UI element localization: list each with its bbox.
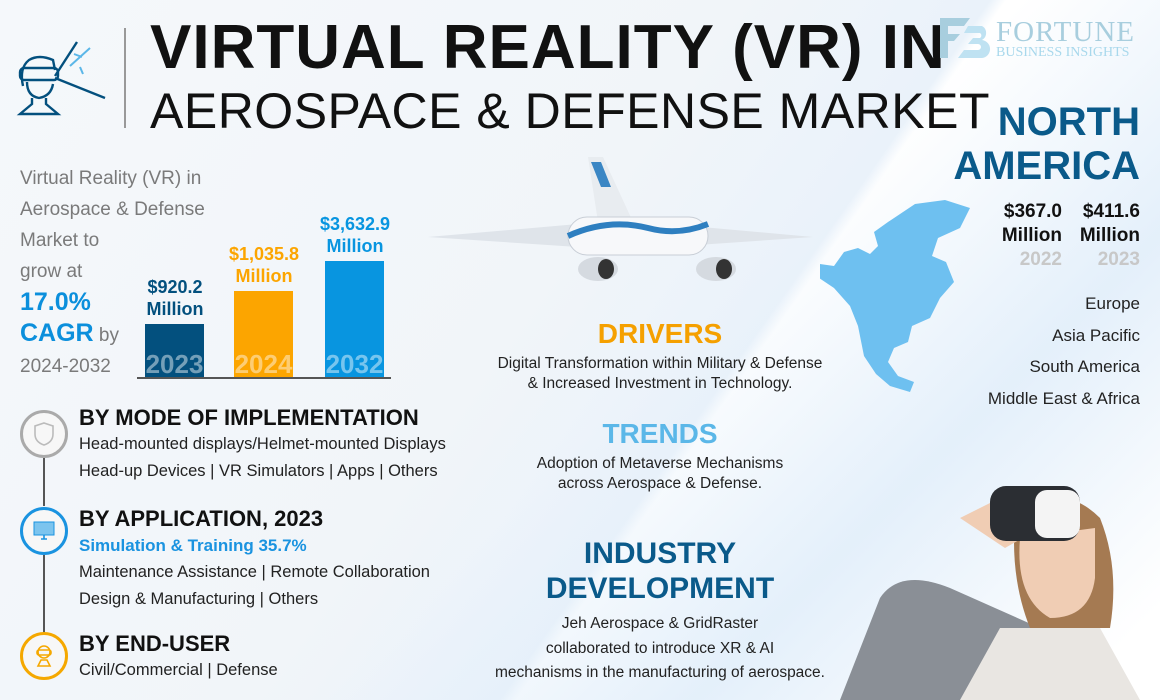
- drivers-line: & Increased Investment in Technology.: [527, 375, 793, 392]
- region-title: NORTH AMERICA: [953, 100, 1140, 188]
- drivers-line: Digital Transformation within Military &…: [497, 355, 823, 372]
- year: 2023: [1097, 249, 1140, 270]
- bar-value-label: $1,035.8 Million: [228, 244, 300, 286]
- segment-title: BY END-USER: [79, 631, 231, 656]
- intro-line: grow at: [20, 261, 83, 282]
- intro-line: Market to: [20, 230, 100, 251]
- segment-title: BY APPLICATION, 2023: [79, 506, 324, 531]
- title-line1: VIRTUAL REALITY (VR) IN: [150, 13, 946, 82]
- bar-year-label: 2032: [325, 349, 384, 379]
- industry-line: Jeh Aerospace & GridRaster: [561, 615, 759, 632]
- region-title-line: AMERICA: [953, 144, 1140, 188]
- chart-axis: [137, 377, 391, 379]
- bar-value-label: $3,632.9 Million: [319, 214, 391, 256]
- value: $411.6: [1082, 201, 1140, 222]
- vr-user-icon: [20, 632, 68, 680]
- fortune-logo: FORTUNE BUSINESS INSIGHTS: [940, 16, 1145, 60]
- region-item: South America: [1029, 357, 1140, 376]
- segment-line: Head-mounted displays/Helmet-mounted Dis…: [79, 435, 446, 453]
- unit: Million: [1001, 225, 1062, 246]
- segment-line: Civil/Commercial | Defense: [79, 661, 278, 679]
- trends-title: TRENDS: [602, 418, 718, 449]
- region-item: Middle East & Africa: [987, 388, 1140, 408]
- region-value-2022: $367.0 Million 2022: [1002, 200, 1062, 272]
- other-regions: Europe Asia Pacific South America Middle…: [988, 288, 1140, 414]
- cagr-label: CAGR: [20, 319, 94, 347]
- year: 2022: [1019, 249, 1062, 270]
- north-america-map: [820, 200, 970, 392]
- drivers-title: DRIVERS: [597, 318, 723, 349]
- bar-2024: 2024: [234, 291, 293, 379]
- woman-vr-headset-image: [840, 486, 1140, 700]
- segment-highlight: Simulation & Training 35.7%: [79, 536, 307, 555]
- industry-title: DEVELOPMENT: [545, 572, 775, 605]
- region-value-2023: $411.6 Million 2023: [1080, 200, 1140, 272]
- timeline-connector: [43, 555, 45, 633]
- bar-2023: 2023: [145, 324, 204, 379]
- drivers-section: DRIVERS Digital Transformation within Mi…: [460, 318, 860, 394]
- trends-line: Adoption of Metaverse Mechanisms: [536, 455, 784, 472]
- segment-application: BY APPLICATION, 2023 Simulation & Traini…: [79, 506, 430, 613]
- segment-line: Head-up Devices | VR Simulators | Apps |…: [79, 462, 438, 480]
- timeline-connector: [43, 458, 45, 506]
- industry-section: INDUSTRY DEVELOPMENT Jeh Aerospace & Gri…: [460, 536, 860, 686]
- market-intro: Virtual Reality (VR) in Aerospace & Defe…: [20, 163, 205, 382]
- segment-mode: BY MODE OF IMPLEMENTATION Head-mounted d…: [79, 405, 446, 485]
- airplane-image: [428, 157, 813, 281]
- logo-sub: BUSINESS INSIGHTS: [996, 45, 1130, 60]
- logo-name: FORTUNE: [996, 16, 1135, 48]
- title-divider: [124, 28, 126, 128]
- cagr-period: 2024-2032: [20, 356, 111, 377]
- industry-line: mechanisms in the manufacturing of aeros…: [495, 664, 825, 681]
- trends-line: across Aerospace & Defense.: [557, 475, 763, 492]
- region-item: Asia Pacific: [1052, 325, 1140, 345]
- bar-value-label: $920.2 Million: [146, 277, 204, 319]
- industry-title: INDUSTRY: [583, 537, 737, 570]
- bar-year-label: 2024: [234, 349, 293, 379]
- segment-end-user: BY END-USER Civil/Commercial | Defense: [79, 631, 278, 684]
- value: $367.0: [1003, 201, 1062, 222]
- unit: Million: [1079, 225, 1140, 246]
- shield-icon: [20, 410, 68, 458]
- market-bar-chart: 2023 $920.2 Million 2024 $1,035.8 Million 2032…: [140, 200, 390, 379]
- logo-mark-icon: [940, 18, 991, 59]
- intro-line: Aerospace & Defense: [20, 199, 205, 220]
- industry-line: collaborated to introduce XR & AI: [545, 639, 775, 657]
- intro-line: Virtual Reality (VR) in: [20, 168, 202, 189]
- segment-line: Maintenance Assistance | Remote Collabor…: [79, 563, 430, 581]
- monitor-icon: [20, 507, 68, 555]
- cagr-by: by: [98, 325, 119, 346]
- segment-line: Design & Manufacturing | Others: [79, 590, 319, 608]
- title-line2: AEROSPACE & DEFENSE MARKET: [150, 83, 991, 139]
- region-item: Europe: [1085, 294, 1140, 313]
- bar-year-label: 2023: [145, 349, 204, 379]
- trends-section: TRENDS Adoption of Metaverse Mechanisms …: [460, 418, 860, 494]
- vr-aviation-icon: [16, 41, 106, 116]
- bar-2032: 2032: [325, 261, 384, 379]
- region-title-line: NORTH: [997, 100, 1140, 144]
- segment-title: BY MODE OF IMPLEMENTATION: [79, 405, 419, 430]
- cagr-value: 17.0%: [20, 288, 91, 316]
